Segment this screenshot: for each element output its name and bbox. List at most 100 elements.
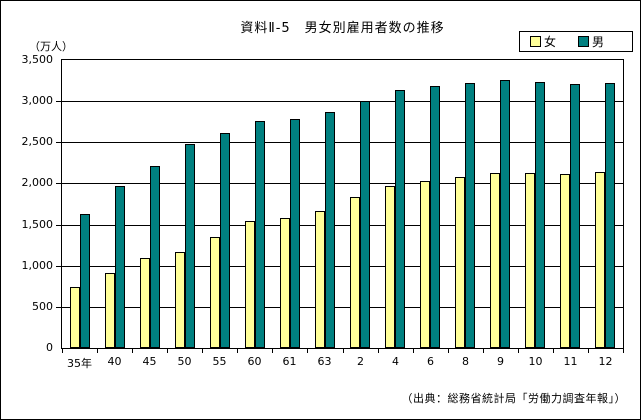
x-tick-mark-12 xyxy=(483,349,484,353)
y-tick-mark-2500 xyxy=(56,142,61,143)
bar-male-9 xyxy=(500,80,511,348)
y-tick-label-2000: 2,000 xyxy=(21,176,54,189)
x-tick-label-6: 6 xyxy=(427,355,434,368)
bar-female-12 xyxy=(595,172,606,348)
x-tick-label-40: 40 xyxy=(107,355,122,368)
bar-male-50 xyxy=(184,144,195,348)
plot-area xyxy=(61,59,624,349)
bar-female-50 xyxy=(174,252,185,348)
gridline-500 xyxy=(62,307,623,308)
x-tick-label-8: 8 xyxy=(462,355,469,368)
legend-entry-female: 女 xyxy=(530,33,556,50)
bar-male-40 xyxy=(114,186,125,348)
bar-female-4 xyxy=(385,186,396,348)
x-axis-ticks xyxy=(61,349,624,354)
bar-female-55 xyxy=(209,237,220,348)
bar-female-8 xyxy=(455,177,466,348)
y-tick-label-1000: 1,000 xyxy=(21,259,54,272)
bar-male-8 xyxy=(465,83,476,348)
y-tick-label-1500: 1,500 xyxy=(21,218,54,231)
bar-male-60 xyxy=(254,121,265,348)
bar-male-61 xyxy=(289,119,300,348)
bar-male-2 xyxy=(360,101,371,348)
gridline-1000 xyxy=(62,266,623,267)
x-tick-label-35年: 35年 xyxy=(67,357,92,370)
x-tick-mark-13 xyxy=(518,349,519,353)
y-tick-label-500: 500 xyxy=(32,300,53,313)
legend-label-male: 男 xyxy=(592,35,605,49)
x-tick-label-55: 55 xyxy=(212,355,227,368)
x-tick-mark-15 xyxy=(588,349,589,353)
source-note: （出典：総務省統計局「労働力調査年報」） xyxy=(401,392,626,405)
chart-title: 資料Ⅱ-5 男女別雇用者数の推移 xyxy=(240,21,445,36)
x-tick-mark-10 xyxy=(413,349,414,353)
x-tick-label-60: 60 xyxy=(247,355,262,368)
legend: 女 男 xyxy=(519,31,633,52)
x-tick-mark-6 xyxy=(272,349,273,353)
bar-female-61 xyxy=(279,218,290,348)
gridline-1500 xyxy=(62,225,623,226)
bar-female-6 xyxy=(420,181,431,348)
legend-swatch-male xyxy=(578,36,590,47)
y-tick-label-3500: 3,500 xyxy=(21,53,54,66)
bar-male-63 xyxy=(324,112,335,348)
y-tick-mark-500 xyxy=(56,307,61,308)
bar-male-45 xyxy=(149,166,160,348)
bar-male-4 xyxy=(395,90,406,348)
bar-female-45 xyxy=(139,258,150,348)
bar-female-35年 xyxy=(69,287,80,348)
x-axis-labels: 35年 40 45 50 55 60 61 63 2 4 6 8 9 10 11 12 xyxy=(61,355,624,371)
y-axis-unit-label: （万人） xyxy=(29,40,73,53)
bar-male-6 xyxy=(430,86,441,348)
x-tick-label-61: 61 xyxy=(282,355,297,368)
x-tick-label-12: 12 xyxy=(598,355,613,368)
bar-male-10 xyxy=(535,82,546,348)
legend-entry-male: 男 xyxy=(578,33,604,50)
y-tick-mark-2000 xyxy=(56,183,61,184)
x-tick-mark-3 xyxy=(167,349,168,353)
y-tick-label-0: 0 xyxy=(46,341,53,354)
x-tick-mark-2 xyxy=(132,349,133,353)
legend-swatch-female xyxy=(530,36,541,47)
x-tick-label-4: 4 xyxy=(392,355,399,368)
x-tick-mark-8 xyxy=(343,349,344,353)
x-tick-label-11: 11 xyxy=(563,355,578,368)
gridline-2000 xyxy=(62,183,623,184)
x-tick-mark-16 xyxy=(623,349,624,353)
x-tick-mark-4 xyxy=(202,349,203,353)
bar-female-60 xyxy=(244,221,255,348)
bar-female-11 xyxy=(560,174,571,348)
y-tick-mark-1500 xyxy=(56,225,61,226)
gridline-2500 xyxy=(62,142,623,143)
bar-male-12 xyxy=(605,83,616,348)
y-tick-label-3000: 3,000 xyxy=(21,94,54,107)
bar-female-40 xyxy=(104,273,115,348)
x-tick-mark-11 xyxy=(448,349,449,353)
bar-male-11 xyxy=(570,84,581,348)
y-tick-mark-3000 xyxy=(56,101,61,102)
legend-label-female: 女 xyxy=(544,35,557,49)
x-tick-mark-9 xyxy=(378,349,379,353)
bar-female-2 xyxy=(350,197,361,348)
bar-female-63 xyxy=(314,211,325,348)
y-axis-labels: 0 500 1,000 1,500 2,000 2,500 3,000 3,500 xyxy=(7,1,54,419)
bar-female-9 xyxy=(490,173,501,348)
bar-male-35年 xyxy=(79,214,90,348)
x-tick-mark-7 xyxy=(307,349,308,353)
x-tick-label-63: 63 xyxy=(317,355,332,368)
x-tick-label-2: 2 xyxy=(357,355,364,368)
x-tick-mark-1 xyxy=(97,349,98,353)
x-tick-label-10: 10 xyxy=(528,355,543,368)
x-tick-mark-14 xyxy=(553,349,554,353)
x-tick-label-45: 45 xyxy=(142,355,157,368)
x-tick-label-50: 50 xyxy=(177,355,192,368)
y-tick-mark-1000 xyxy=(56,266,61,267)
y-tick-label-2500: 2,500 xyxy=(21,135,54,148)
x-tick-mark-0 xyxy=(62,349,63,353)
x-tick-mark-5 xyxy=(237,349,238,353)
bar-male-55 xyxy=(219,133,230,348)
x-tick-label-9: 9 xyxy=(497,355,504,368)
gridline-3000 xyxy=(62,101,623,102)
bar-female-10 xyxy=(525,173,536,348)
